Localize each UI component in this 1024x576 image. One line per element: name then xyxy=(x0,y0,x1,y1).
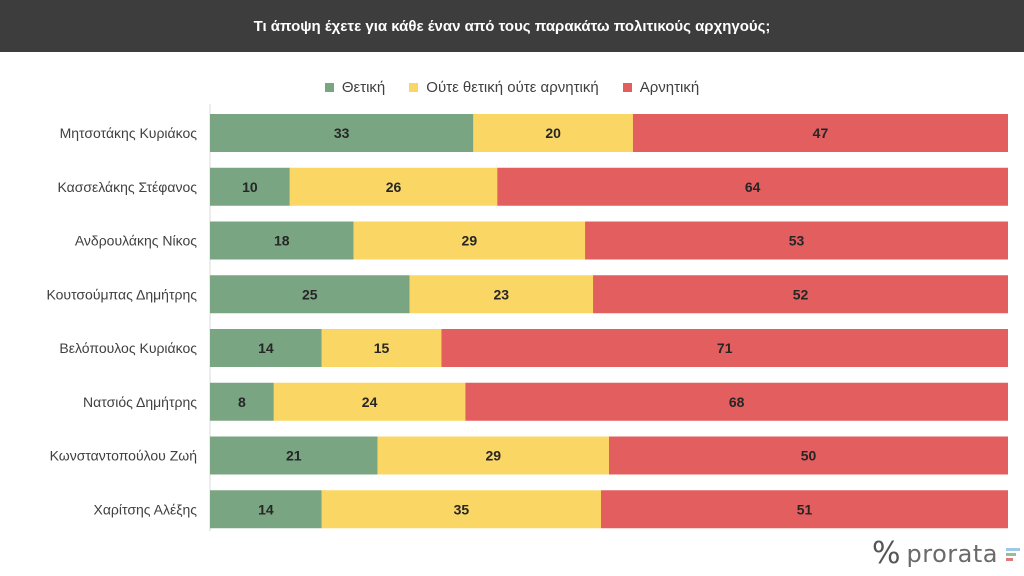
bar-segment xyxy=(441,329,1008,367)
bar-segment xyxy=(585,221,1008,260)
bar-segment xyxy=(289,167,498,206)
data-label: 14 xyxy=(258,501,274,517)
bar-segment xyxy=(353,221,586,260)
logo-bars-icon xyxy=(1005,547,1020,561)
logo-text: prorata xyxy=(906,540,998,568)
data-label: 8 xyxy=(238,394,246,410)
chart-legend: Θετική Ούτε θετική ούτε αρνητική Αρνητικ… xyxy=(0,76,1024,98)
prorata-logo: % prorata xyxy=(872,538,1020,570)
data-label: 47 xyxy=(813,125,829,141)
data-label: 21 xyxy=(286,448,302,464)
data-label: 53 xyxy=(789,233,805,249)
bar-segment xyxy=(632,114,1008,152)
data-label: 35 xyxy=(454,501,470,517)
data-label: 68 xyxy=(729,394,745,410)
bar-segment xyxy=(465,382,1008,421)
legend-swatch-neutral xyxy=(409,82,419,92)
data-label: 29 xyxy=(486,448,502,464)
legend-label-neutral: Ούτε θετική ούτε αρνητική xyxy=(426,78,599,96)
bar-segment xyxy=(593,275,1008,314)
category-label: Μητσοτάκης Κυριάκος xyxy=(60,125,198,141)
data-label: 15 xyxy=(374,340,390,356)
data-label: 14 xyxy=(258,340,274,356)
category-label: Κουτσούμπας Δημήτρης xyxy=(46,286,197,302)
data-label: 24 xyxy=(362,394,378,410)
bar-segment xyxy=(210,167,290,206)
bar-segment xyxy=(321,490,602,529)
logo-bar-1 xyxy=(1005,547,1020,551)
bar-segment xyxy=(210,382,274,421)
bar-segment xyxy=(473,114,633,152)
category-label: Ανδρουλάκης Νίκος xyxy=(75,233,197,249)
data-label: 64 xyxy=(745,179,761,195)
bar-segment xyxy=(210,329,322,367)
data-label: 20 xyxy=(545,125,561,141)
chart-title: Τι άποψη έχετε για κάθε έναν από τους πα… xyxy=(253,17,771,35)
data-label: 33 xyxy=(334,125,350,141)
logo-bar-3 xyxy=(1005,557,1013,561)
category-label: Χαρίτσης Αλέξης xyxy=(93,501,197,517)
data-label: 50 xyxy=(801,448,817,464)
category-label: Κασσελάκης Στέφανος xyxy=(57,179,197,195)
bar-segment xyxy=(497,167,1008,206)
category-label: Κωνσταντοπούλου Ζωή xyxy=(50,448,197,464)
bar-segment xyxy=(210,436,378,475)
bar-segment xyxy=(377,436,609,475)
bar-segment xyxy=(210,221,354,260)
bar-segment xyxy=(409,275,594,314)
legend-label-negative: Αρνητική xyxy=(639,78,700,96)
data-label: 51 xyxy=(797,501,813,517)
legend-item-negative: Αρνητική xyxy=(622,78,700,96)
bar-segment xyxy=(210,114,474,152)
legend-item-neutral: Ούτε θετική ούτε αρνητική xyxy=(409,78,599,96)
bar-segment xyxy=(321,329,442,367)
data-label: 71 xyxy=(717,340,733,356)
data-label: 25 xyxy=(302,286,318,302)
category-label: Νατσιός Δημήτρης xyxy=(83,394,197,410)
bar-segment xyxy=(210,275,410,314)
legend-item-positive: Θετική xyxy=(324,78,386,96)
data-label: 52 xyxy=(793,286,809,302)
legend-label-positive: Θετική xyxy=(341,78,386,96)
percent-logo-icon: % xyxy=(872,536,901,571)
data-label: 26 xyxy=(386,179,402,195)
bar-segment xyxy=(210,490,322,529)
logo-bar-2 xyxy=(1005,552,1016,556)
bar-segment xyxy=(273,382,466,421)
legend-swatch-positive xyxy=(324,82,334,92)
category-label: Βελόπουλος Κυριάκος xyxy=(59,340,197,356)
bar-segment xyxy=(601,490,1008,529)
legend-swatch-negative xyxy=(622,82,632,92)
data-label: 29 xyxy=(462,233,478,249)
bar-segment xyxy=(609,436,1008,475)
data-label: 10 xyxy=(242,179,258,195)
data-label: 18 xyxy=(274,233,290,249)
title-bar: Τι άποψη έχετε για κάθε έναν από τους πα… xyxy=(0,0,1024,52)
data-label: 23 xyxy=(493,286,509,302)
